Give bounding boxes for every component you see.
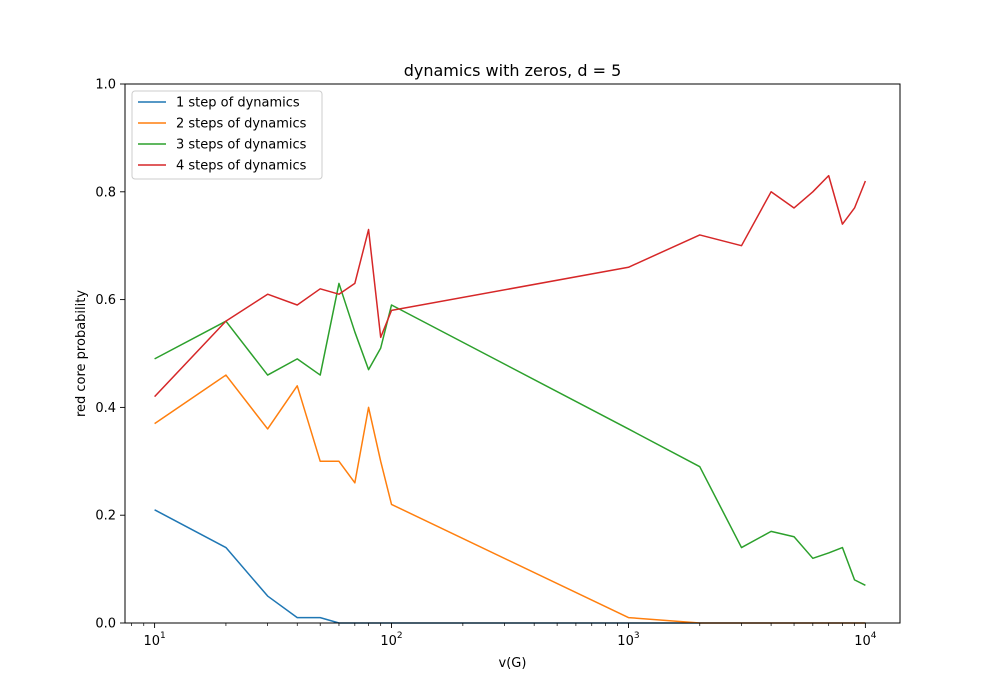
legend-label-2: 2 steps of dynamics — [176, 117, 307, 132]
y-tick-label: 0.2 — [95, 509, 116, 524]
x-axis: 101 102 103 104 — [131, 623, 877, 649]
series-line-4 — [154, 174, 867, 398]
y-tick-label: 0.4 — [95, 401, 116, 416]
y-tick-label: 1.0 — [95, 78, 116, 93]
y-axis: 0.0 0.2 0.4 0.6 0.8 1.0 — [95, 78, 125, 632]
legend-label-1: 1 step of dynamics — [176, 96, 300, 111]
legend-label-3: 3 steps of dynamics — [176, 138, 307, 153]
y-axis-label: red core probability — [74, 290, 89, 417]
legend: 1 step of dynamics 2 steps of dynamics 3 s… — [131, 90, 323, 180]
x-tick-label: 101 — [143, 631, 165, 649]
y-tick-label: 0.8 — [95, 185, 116, 200]
y-tick-label: 0.0 — [95, 617, 116, 632]
x-axis-label: v(G) — [499, 656, 527, 671]
legend-label-4: 4 steps of dynamics — [176, 159, 307, 174]
series-line-3 — [154, 282, 866, 586]
x-tick-label: 102 — [380, 631, 402, 649]
x-tick-label: 103 — [617, 631, 639, 649]
chart-title: dynamics with zeros, d = 5 — [404, 61, 622, 80]
y-tick-label: 0.6 — [95, 293, 116, 308]
x-tick-label: 104 — [854, 631, 877, 649]
axes-frame — [124, 83, 901, 624]
legend-box — [131, 90, 323, 180]
